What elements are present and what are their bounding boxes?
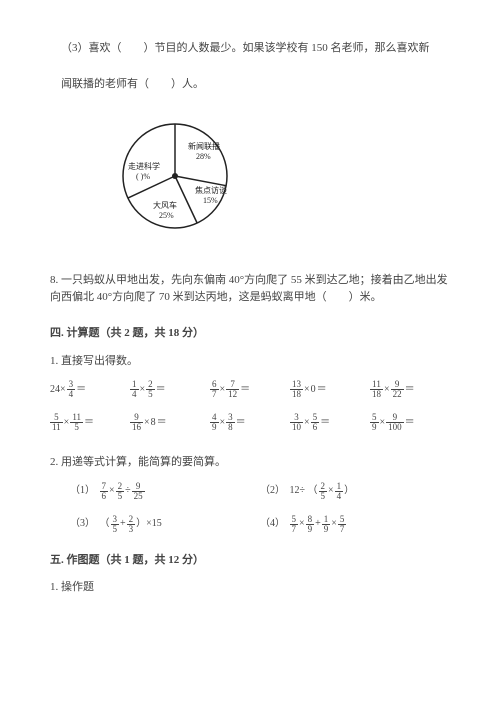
pie-label-wind-pct: 25% — [159, 211, 174, 220]
pie-label-science-pct: ( )% — [136, 172, 150, 181]
pie-label-science: 走进科学 — [128, 161, 160, 171]
calc-cell: 59×9100＝ — [370, 413, 450, 432]
calc-cell: 24×34＝ — [50, 380, 130, 399]
calc-cell: 1318×0＝ — [290, 380, 370, 399]
pie-chart: 新闻联播 28% 焦点访谈 15% 大风车 25% 走进科学 ( )% — [110, 111, 450, 248]
equation-1: （1） 76×25÷925 — [70, 482, 260, 501]
calc-grid: 24×34＝ 14×25＝ 67×712＝ 1318×0＝ 1118×922＝ … — [50, 380, 450, 432]
question-3-line2: 闻联播的老师有（ ）人。 — [50, 76, 450, 94]
equation-list: （1） 76×25÷925 （2） 12÷ （25×14） （3） （35+23… — [70, 482, 450, 534]
calc-cell: 511×115＝ — [50, 413, 130, 432]
equation-2: （2） 12÷ （25×14） — [260, 482, 450, 501]
calc-cell: 310×56＝ — [290, 413, 370, 432]
calc-cell: 1118×922＝ — [370, 380, 450, 399]
section-4-title: 四. 计算题（共 2 题，共 18 分） — [50, 325, 450, 343]
calc-cell: 67×712＝ — [210, 380, 290, 399]
calc-cell: 14×25＝ — [130, 380, 210, 399]
question-8: 8. 一只蚂蚁从甲地出发，先向东偏南 40°方向爬了 55 米到达乙地；接着由乙… — [50, 272, 450, 307]
equation-4: （4） 57×89+19×57 — [260, 515, 450, 534]
section-4-q1: 1. 直接写出得数。 — [50, 353, 450, 371]
pie-label-focus: 焦点访谈 — [195, 185, 227, 195]
section-5-q1: 1. 操作题 — [50, 579, 450, 597]
pie-label-news: 新闻联播 — [188, 141, 220, 151]
question-3-line1: （3）喜欢（ ）节目的人数最少。如果该学校有 150 名老师，那么喜欢新 — [50, 40, 450, 58]
calc-cell: 49×38＝ — [210, 413, 290, 432]
section-5-title: 五. 作图题（共 1 题，共 12 分） — [50, 552, 450, 570]
calc-cell: 916×8＝ — [130, 413, 210, 432]
pie-label-wind: 大风车 — [153, 200, 177, 210]
section-4-q2: 2. 用递等式计算，能简算的要简算。 — [50, 454, 450, 472]
pie-label-news-pct: 28% — [196, 152, 211, 161]
equation-3: （3） （35+23）×15 — [70, 515, 260, 534]
pie-label-focus-pct: 15% — [203, 196, 218, 205]
